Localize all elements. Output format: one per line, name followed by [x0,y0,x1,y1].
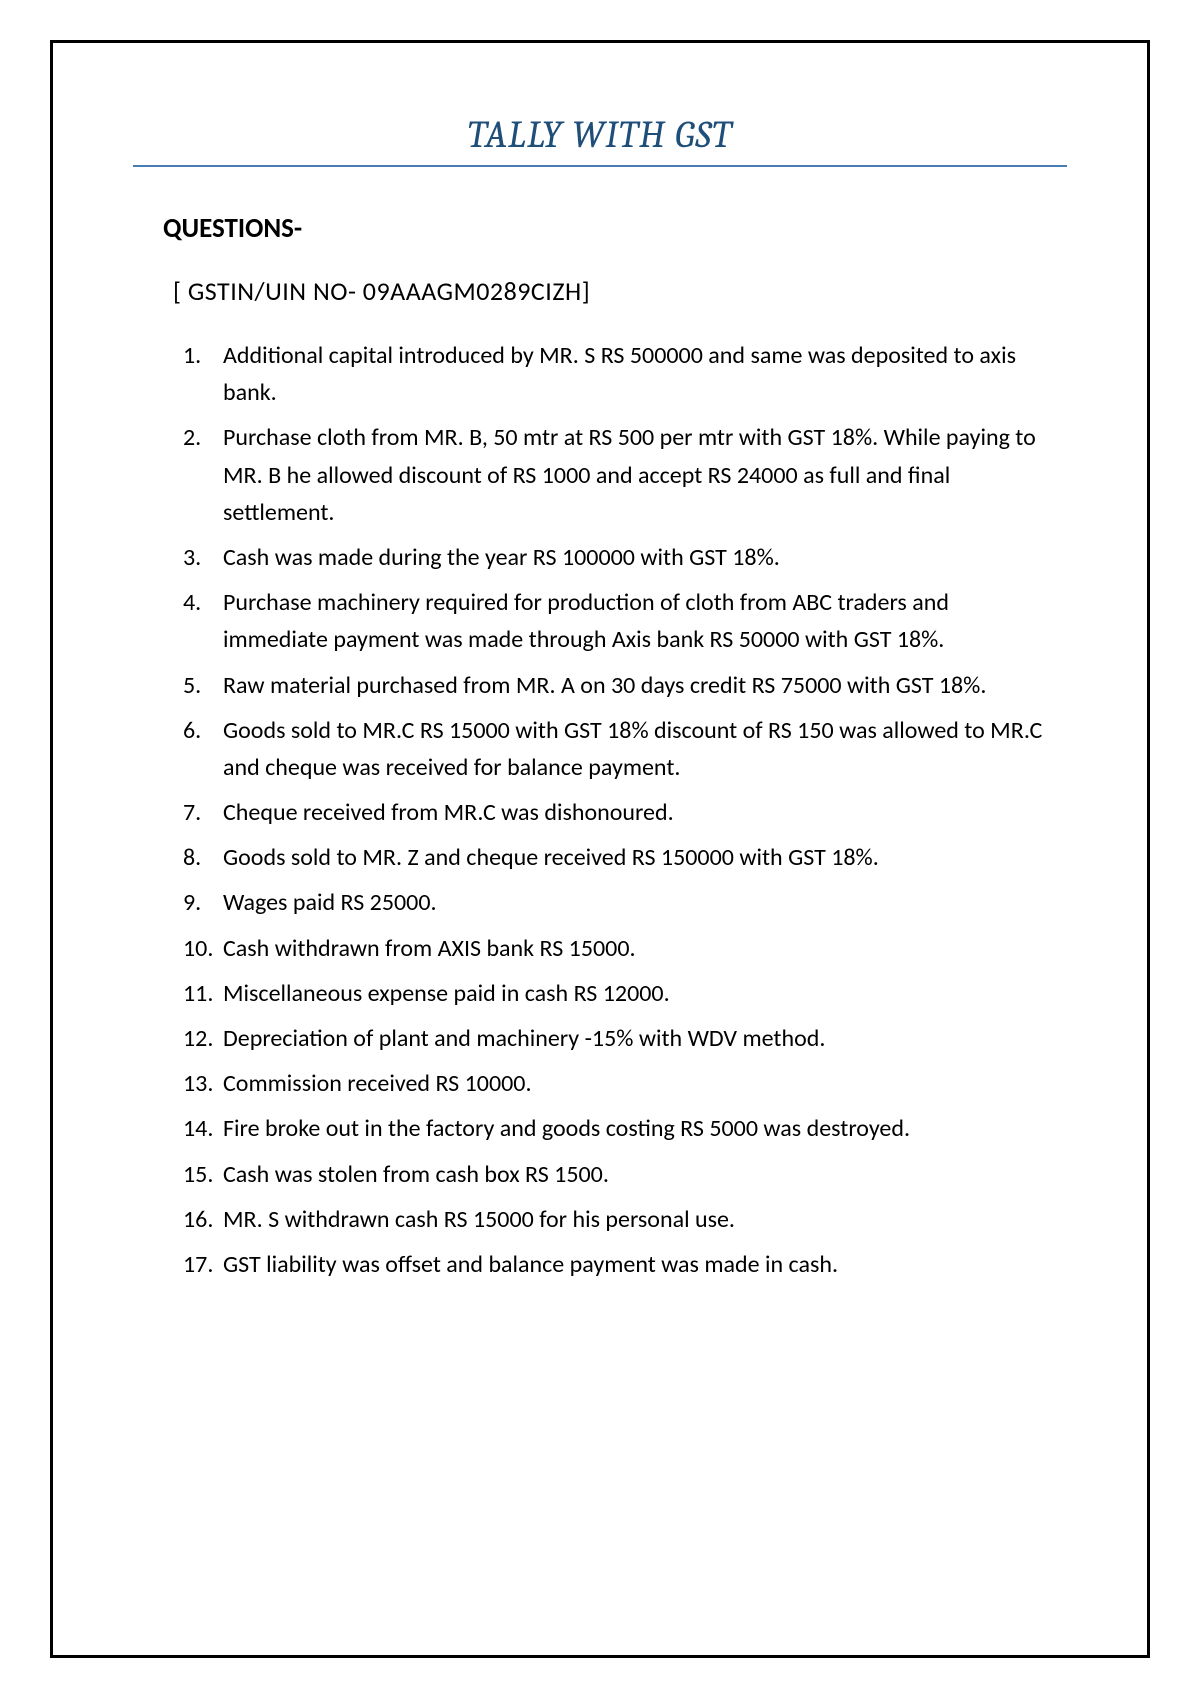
question-item: 5.Raw material purchased from MR. A on 3… [183,667,1047,704]
question-item: 16.MR. S withdrawn cash RS 15000 for his… [183,1201,1047,1238]
gstin-line: [ GSTIN/UIN NO- 09AAAGM0289CIZH] [173,275,1067,307]
page-border: TALLY WITH GST QUESTIONS- [ GSTIN/UIN NO… [50,40,1150,1658]
question-number: 2. [183,419,223,531]
question-text: Goods sold to MR.C RS 15000 with GST 18%… [223,712,1047,786]
question-text: Raw material purchased from MR. A on 30 … [223,667,1047,704]
question-number: 16. [183,1201,223,1238]
question-item: 7.Cheque received from MR.C was dishonou… [183,794,1047,831]
question-number: 7. [183,794,223,831]
question-item: 11.Miscellaneous expense paid in cash RS… [183,975,1047,1012]
question-text: Commission received RS 10000. [223,1065,1047,1102]
document-title: TALLY WITH GST [133,113,1067,167]
question-item: 8.Goods sold to MR. Z and cheque receive… [183,839,1047,876]
question-number: 12. [183,1020,223,1057]
question-list: 1.Additional capital introduced by MR. S… [183,337,1047,1283]
question-number: 5. [183,667,223,704]
question-number: 4. [183,584,223,658]
question-number: 1. [183,337,223,411]
question-number: 9. [183,884,223,921]
question-text: Additional capital introduced by MR. S R… [223,337,1047,411]
question-item: 4.Purchase machinery required for produc… [183,584,1047,658]
question-number: 13. [183,1065,223,1102]
question-item: 13.Commission received RS 10000. [183,1065,1047,1102]
question-number: 15. [183,1156,223,1193]
question-item: 9.Wages paid RS 25000. [183,884,1047,921]
question-item: 1.Additional capital introduced by MR. S… [183,337,1047,411]
question-item: 15.Cash was stolen from cash box RS 1500… [183,1156,1047,1193]
question-text: Cash withdrawn from AXIS bank RS 15000. [223,930,1047,967]
question-text: Fire broke out in the factory and goods … [223,1110,1047,1147]
question-item: 6.Goods sold to MR.C RS 15000 with GST 1… [183,712,1047,786]
question-text: GST liability was offset and balance pay… [223,1246,1047,1283]
question-text: Cheque received from MR.C was dishonoure… [223,794,1047,831]
question-text: MR. S withdrawn cash RS 15000 for his pe… [223,1201,1047,1238]
question-number: 6. [183,712,223,786]
question-number: 10. [183,930,223,967]
question-text: Depreciation of plant and machinery -15%… [223,1020,1047,1057]
question-text: Purchase machinery required for producti… [223,584,1047,658]
question-text: Cash was stolen from cash box RS 1500. [223,1156,1047,1193]
question-text: Wages paid RS 25000. [223,884,1047,921]
questions-header: QUESTIONS- [163,212,1067,245]
question-item: 14.Fire broke out in the factory and goo… [183,1110,1047,1147]
question-item: 17.GST liability was offset and balance … [183,1246,1047,1283]
question-item: 2.Purchase cloth from MR. B, 50 mtr at R… [183,419,1047,531]
question-number: 11. [183,975,223,1012]
question-item: 10.Cash withdrawn from AXIS bank RS 1500… [183,930,1047,967]
question-item: 3.Cash was made during the year RS 10000… [183,539,1047,576]
question-number: 14. [183,1110,223,1147]
question-number: 3. [183,539,223,576]
question-text: Cash was made during the year RS 100000 … [223,539,1047,576]
question-text: Miscellaneous expense paid in cash RS 12… [223,975,1047,1012]
question-text: Purchase cloth from MR. B, 50 mtr at RS … [223,419,1047,531]
question-text: Goods sold to MR. Z and cheque received … [223,839,1047,876]
question-number: 17. [183,1246,223,1283]
question-item: 12.Depreciation of plant and machinery -… [183,1020,1047,1057]
question-number: 8. [183,839,223,876]
